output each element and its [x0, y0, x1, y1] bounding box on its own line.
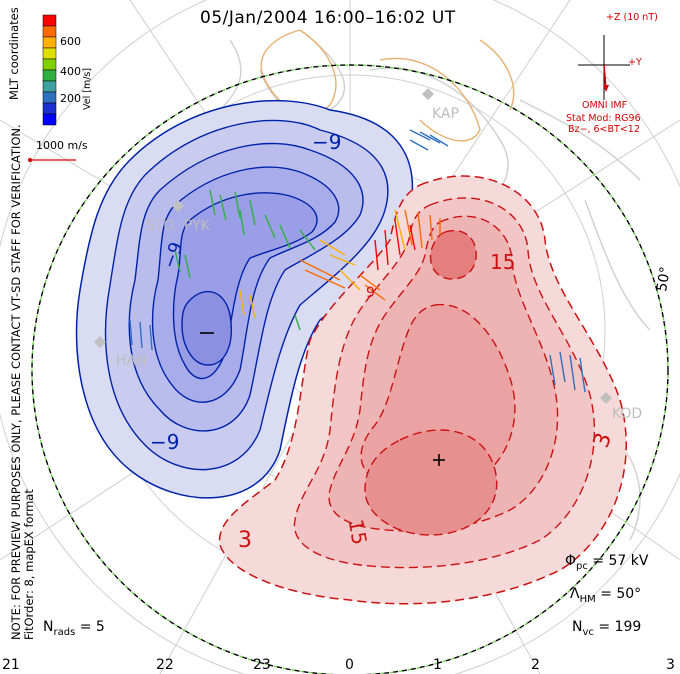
station-pyk: PYK: [184, 218, 210, 234]
hm-boundary-latitude: ΛHM = 50°: [570, 586, 642, 605]
station-han: HAN: [116, 353, 147, 369]
contour-label-neg: −9: [312, 130, 342, 154]
station-markers: [94, 88, 612, 404]
mlt-tick: 3: [666, 657, 675, 673]
mlt-tick: 23: [253, 657, 271, 673]
coords-label: MLT coordinates: [7, 7, 21, 100]
colorbar-swatch: [42, 14, 57, 27]
contour-label-pos: 3: [238, 528, 252, 553]
station-kod: KOD: [612, 406, 643, 422]
heppner-maynard-boundary: [31, 64, 669, 674]
colorbar-swatch: [42, 47, 57, 60]
imf-clock: [578, 35, 630, 100]
colorbar-tick-400: 400: [60, 65, 81, 78]
radar-count: Nrads = 5: [43, 619, 105, 638]
colorbar-swatch: [42, 80, 57, 93]
colorbar-swatch: [42, 102, 57, 115]
scale-vector: [27, 157, 76, 163]
potential-max-marker: [433, 454, 445, 466]
colorbar-swatch: [42, 36, 57, 49]
station-kap: KAP: [432, 106, 459, 122]
mlt-tick: 2: [531, 657, 540, 673]
imf-z-label: +Z (10 nT): [606, 12, 658, 23]
positive-cell: [218, 175, 627, 605]
station-sto: STO: [146, 218, 175, 234]
colorbar-swatch: [42, 113, 57, 126]
contour-label-pos: 15: [343, 517, 372, 547]
colorbar-swatch: [42, 91, 57, 104]
imf-source: OMNI IMF: [582, 100, 628, 111]
map-title: 05/Jan/2004 16:00–16:02 UT: [200, 8, 456, 28]
colorbar-swatch: [42, 58, 57, 71]
contour-label-pos: 9: [366, 285, 375, 301]
colorbar-tick-600: 600: [60, 35, 81, 48]
contour-label-neg: −9: [150, 430, 180, 454]
vector-count: Nvc = 199: [572, 619, 642, 638]
mlt-tick: 21: [2, 657, 20, 673]
velocity-vectors: [129, 129, 586, 393]
imf-model-2: Bz−, 6<BT<12: [568, 124, 640, 135]
preview-note: NOTE: FOR PREVIEW PURPOSES ONLY, PLEASE …: [9, 124, 36, 640]
mlt-tick: 1: [433, 657, 442, 673]
colorbar-tick-200: 200: [60, 92, 81, 105]
cross-polar-potential: Φpc = 57 kV: [565, 553, 649, 572]
scale-label: 1000 m/s: [36, 139, 88, 152]
imf-y-label: +Y: [628, 57, 642, 68]
velocity-colorbar: [42, 14, 57, 126]
contour-label-pos: 15: [490, 250, 516, 274]
mlt-tick: 0: [345, 657, 354, 673]
colorbar-swatch: [42, 25, 57, 38]
colorbar-label: Vel [m/s]: [82, 67, 93, 110]
mlt-tick: 22: [156, 657, 174, 673]
imf-model-1: Stat Mod: RG96: [566, 113, 641, 124]
colorbar-swatch: [42, 69, 57, 82]
